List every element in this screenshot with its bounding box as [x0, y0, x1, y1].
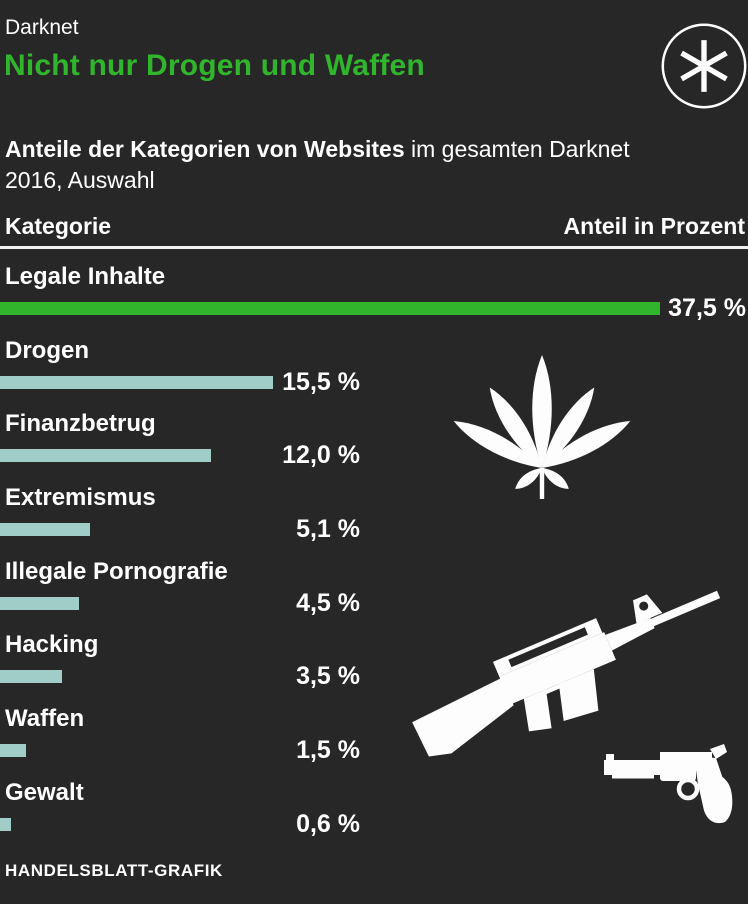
bar-row: Waffen 1,5 % — [0, 692, 748, 766]
bar — [0, 817, 11, 831]
subtitle-bold: Anteile der Kategorien von Websites — [5, 136, 405, 162]
bar-value: 5,1 % — [296, 515, 360, 544]
bar-row: Extremismus 5,1 % — [0, 471, 748, 545]
bar — [0, 670, 62, 684]
page-title: Nicht nur Drogen und Waffen — [4, 49, 425, 82]
bar-row: Hacking 3,5 % — [0, 618, 748, 692]
bar-track: 3,5 % — [0, 664, 748, 689]
source-credit: HANDELSBLATT-GRAFIK — [5, 861, 223, 880]
bar-value: 0,6 % — [296, 809, 360, 838]
bar — [0, 523, 90, 537]
bar-value: 37,5 % — [668, 294, 746, 322]
bar-track: 15,5 % — [0, 367, 748, 396]
bar-track: 5,1 % — [0, 517, 748, 542]
cannabis-leaf-icon — [453, 355, 631, 499]
bar — [0, 449, 211, 463]
bar-value: 4,5 % — [296, 588, 360, 617]
asterisk-logo-icon — [661, 23, 747, 109]
bar-label: Extremismus — [5, 484, 156, 512]
bar-label: Illegale Pornografie — [5, 557, 228, 585]
bar-row: Illegale Pornografie 4,5 % — [0, 545, 748, 619]
bar-value: 12,0 % — [282, 441, 360, 470]
bar-value: 15,5 % — [282, 367, 360, 396]
subtitle-regular: im gesamten Darknet 2016, Auswahl — [5, 136, 630, 193]
subtitle: Anteile der Kategorien von Websites im g… — [5, 134, 650, 196]
bar-track: 0,6 % — [0, 809, 748, 838]
bar-label: Gewalt — [5, 778, 84, 806]
bar-track: 12,0 % — [0, 443, 748, 468]
bar-label: Waffen — [5, 705, 85, 733]
bar — [0, 302, 660, 315]
bar — [0, 596, 79, 610]
bar-row: Legale Inhalte 37,5 % — [0, 250, 748, 324]
bar-track: 1,5 % — [0, 738, 748, 763]
table-header: Kategorie Anteil in Prozent — [0, 213, 748, 249]
column-header-category: Kategorie — [5, 213, 112, 239]
bar-row: Finanzbetrug 12,0 % — [0, 397, 748, 471]
bar-row: Drogen 15,5 % — [0, 324, 748, 398]
bar-label: Hacking — [5, 631, 99, 659]
bar-row: Gewalt 0,6 % — [0, 766, 748, 840]
bar — [0, 744, 26, 758]
bar-value: 1,5 % — [296, 736, 360, 765]
bar-chart: Legale Inhalte 37,5 % Drogen 15,5 % Finanzbe… — [0, 250, 748, 840]
bar-track: 4,5 % — [0, 588, 748, 617]
kicker: Darknet — [5, 16, 79, 39]
bar-label: Drogen — [5, 336, 89, 364]
bar-label: Finanzbetrug — [5, 410, 156, 438]
revolver-icon — [604, 744, 733, 824]
bar-track: 37,5 % — [0, 296, 748, 321]
bar — [0, 375, 273, 389]
rifle-icon — [412, 590, 721, 757]
column-header-share: Anteil in Prozent — [563, 213, 745, 239]
bar-label: Legale Inhalte — [5, 263, 166, 290]
bar-value: 3,5 % — [296, 662, 360, 691]
